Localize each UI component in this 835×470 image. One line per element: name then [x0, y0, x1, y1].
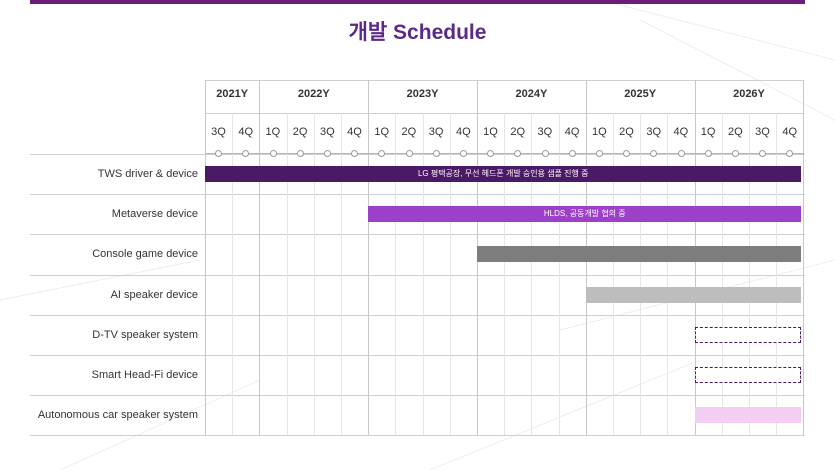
schedule-bar [694, 407, 802, 424]
quarter-divider [776, 113, 778, 436]
quarter-divider [395, 113, 397, 436]
header-divider [205, 80, 804, 81]
row-divider [30, 154, 805, 155]
quarter-label: 3Q [537, 126, 553, 138]
quarter-divider [613, 113, 614, 436]
quarter-label: 3Q [428, 126, 444, 138]
quarter-divider [504, 113, 506, 436]
row-divider [30, 395, 805, 397]
quarter-divider [749, 113, 750, 436]
schedule-bar: HLDS, 공동개발 협의 중 [368, 206, 802, 223]
timeline-dot [269, 150, 277, 157]
schedule-bar [477, 246, 802, 263]
timeline-dot [487, 150, 495, 157]
year-divider [259, 80, 261, 436]
timeline-dot [595, 150, 603, 157]
timeline-dot [378, 150, 386, 157]
row-divider [30, 435, 805, 437]
timeline-dot [432, 150, 440, 157]
quarter-label: 2Q [510, 126, 526, 138]
page-title: 개발 Schedule [348, 21, 487, 44]
schedule-bar [585, 286, 802, 303]
timeline-dot [405, 150, 413, 157]
quarter-label: 4Q [347, 126, 362, 138]
timeline-dot [623, 150, 631, 157]
quarter-label: 4Q [238, 126, 254, 138]
quarter-label: 1Q [700, 126, 716, 138]
quarter-label: 3Q [646, 126, 662, 138]
row-divider [30, 274, 805, 276]
timeline-dot [568, 150, 576, 157]
quarter-label: 2Q [727, 126, 743, 138]
year-label: 2026Y [733, 88, 765, 100]
year-label: 2025Y [624, 88, 657, 100]
quarter-label: 2Q [619, 126, 634, 138]
row-divider [30, 314, 805, 316]
timeline-dot [731, 150, 739, 157]
timeline-dot [704, 150, 712, 157]
timeline-dot [759, 150, 767, 157]
schedule-bar: LG 평택공장, 무선 헤드폰 개발 승인용 샘플 진행 중 [205, 166, 802, 182]
timeline-dot [459, 150, 467, 157]
year-divider [205, 80, 206, 436]
quarter-divider [449, 113, 451, 436]
quarter-label: 4Q [564, 126, 580, 138]
schedule-bar [694, 367, 802, 383]
quarter-label: 2Q [401, 126, 417, 138]
row-label: TWS driver & device [97, 168, 198, 180]
timeline-dot [351, 150, 359, 157]
top-accent-bar [30, 0, 805, 4]
year-label: 2023Y [406, 88, 439, 100]
quarter-label: 1Q [483, 126, 498, 138]
quarter-divider [313, 113, 315, 436]
quarter-divider [286, 113, 288, 436]
quarter-divider [667, 113, 669, 436]
timeline-dot [786, 150, 794, 157]
row-label: D-TV speaker system [92, 328, 198, 341]
quarter-divider [422, 113, 424, 436]
year-divider [368, 80, 370, 436]
year-divider [803, 80, 805, 436]
schedule-bar [694, 326, 802, 343]
quarter-divider [531, 113, 533, 436]
row-label: Console game device [92, 248, 198, 261]
timeline-dot [514, 150, 522, 157]
quarter-label: 1Q [591, 126, 607, 138]
quarter-label: 1Q [265, 126, 281, 138]
timeline-dot [323, 150, 331, 157]
quarter-label: 3Q [755, 126, 770, 138]
row-divider [30, 234, 805, 236]
quarter-label: 4Q [455, 126, 471, 138]
year-label: 2024Y [515, 88, 548, 100]
timeline-dot [296, 150, 304, 157]
quarter-label: 4Q [673, 126, 689, 138]
quarter-divider [640, 113, 642, 436]
quarter-divider [232, 113, 234, 436]
quarter-divider [721, 113, 723, 436]
quarter-label: 3Q [211, 126, 226, 138]
row-label: AI speaker device [110, 288, 198, 301]
quarter-divider [341, 113, 342, 436]
row-label: Smart Head-Fi device [91, 369, 198, 381]
year-label: 2021Y [216, 88, 249, 100]
quarter-divider [558, 113, 560, 436]
row-divider [30, 355, 805, 356]
timeline-dot [242, 150, 250, 157]
quarter-label: 3Q [319, 126, 335, 138]
quarter-label: 1Q [374, 126, 390, 138]
year-label: 2022Y [297, 88, 330, 100]
quarter-label: 4Q [782, 126, 798, 138]
row-label: Autonomous car speaker system [37, 409, 198, 422]
timeline-axis [205, 153, 804, 154]
timeline-dot [677, 150, 685, 157]
timeline-dot [650, 150, 658, 157]
timeline-dot [541, 150, 549, 157]
timeline-dot [215, 150, 223, 157]
row-label: Metaverse device [111, 208, 198, 221]
row-divider [30, 194, 805, 196]
quarter-label: 2Q [292, 126, 308, 138]
